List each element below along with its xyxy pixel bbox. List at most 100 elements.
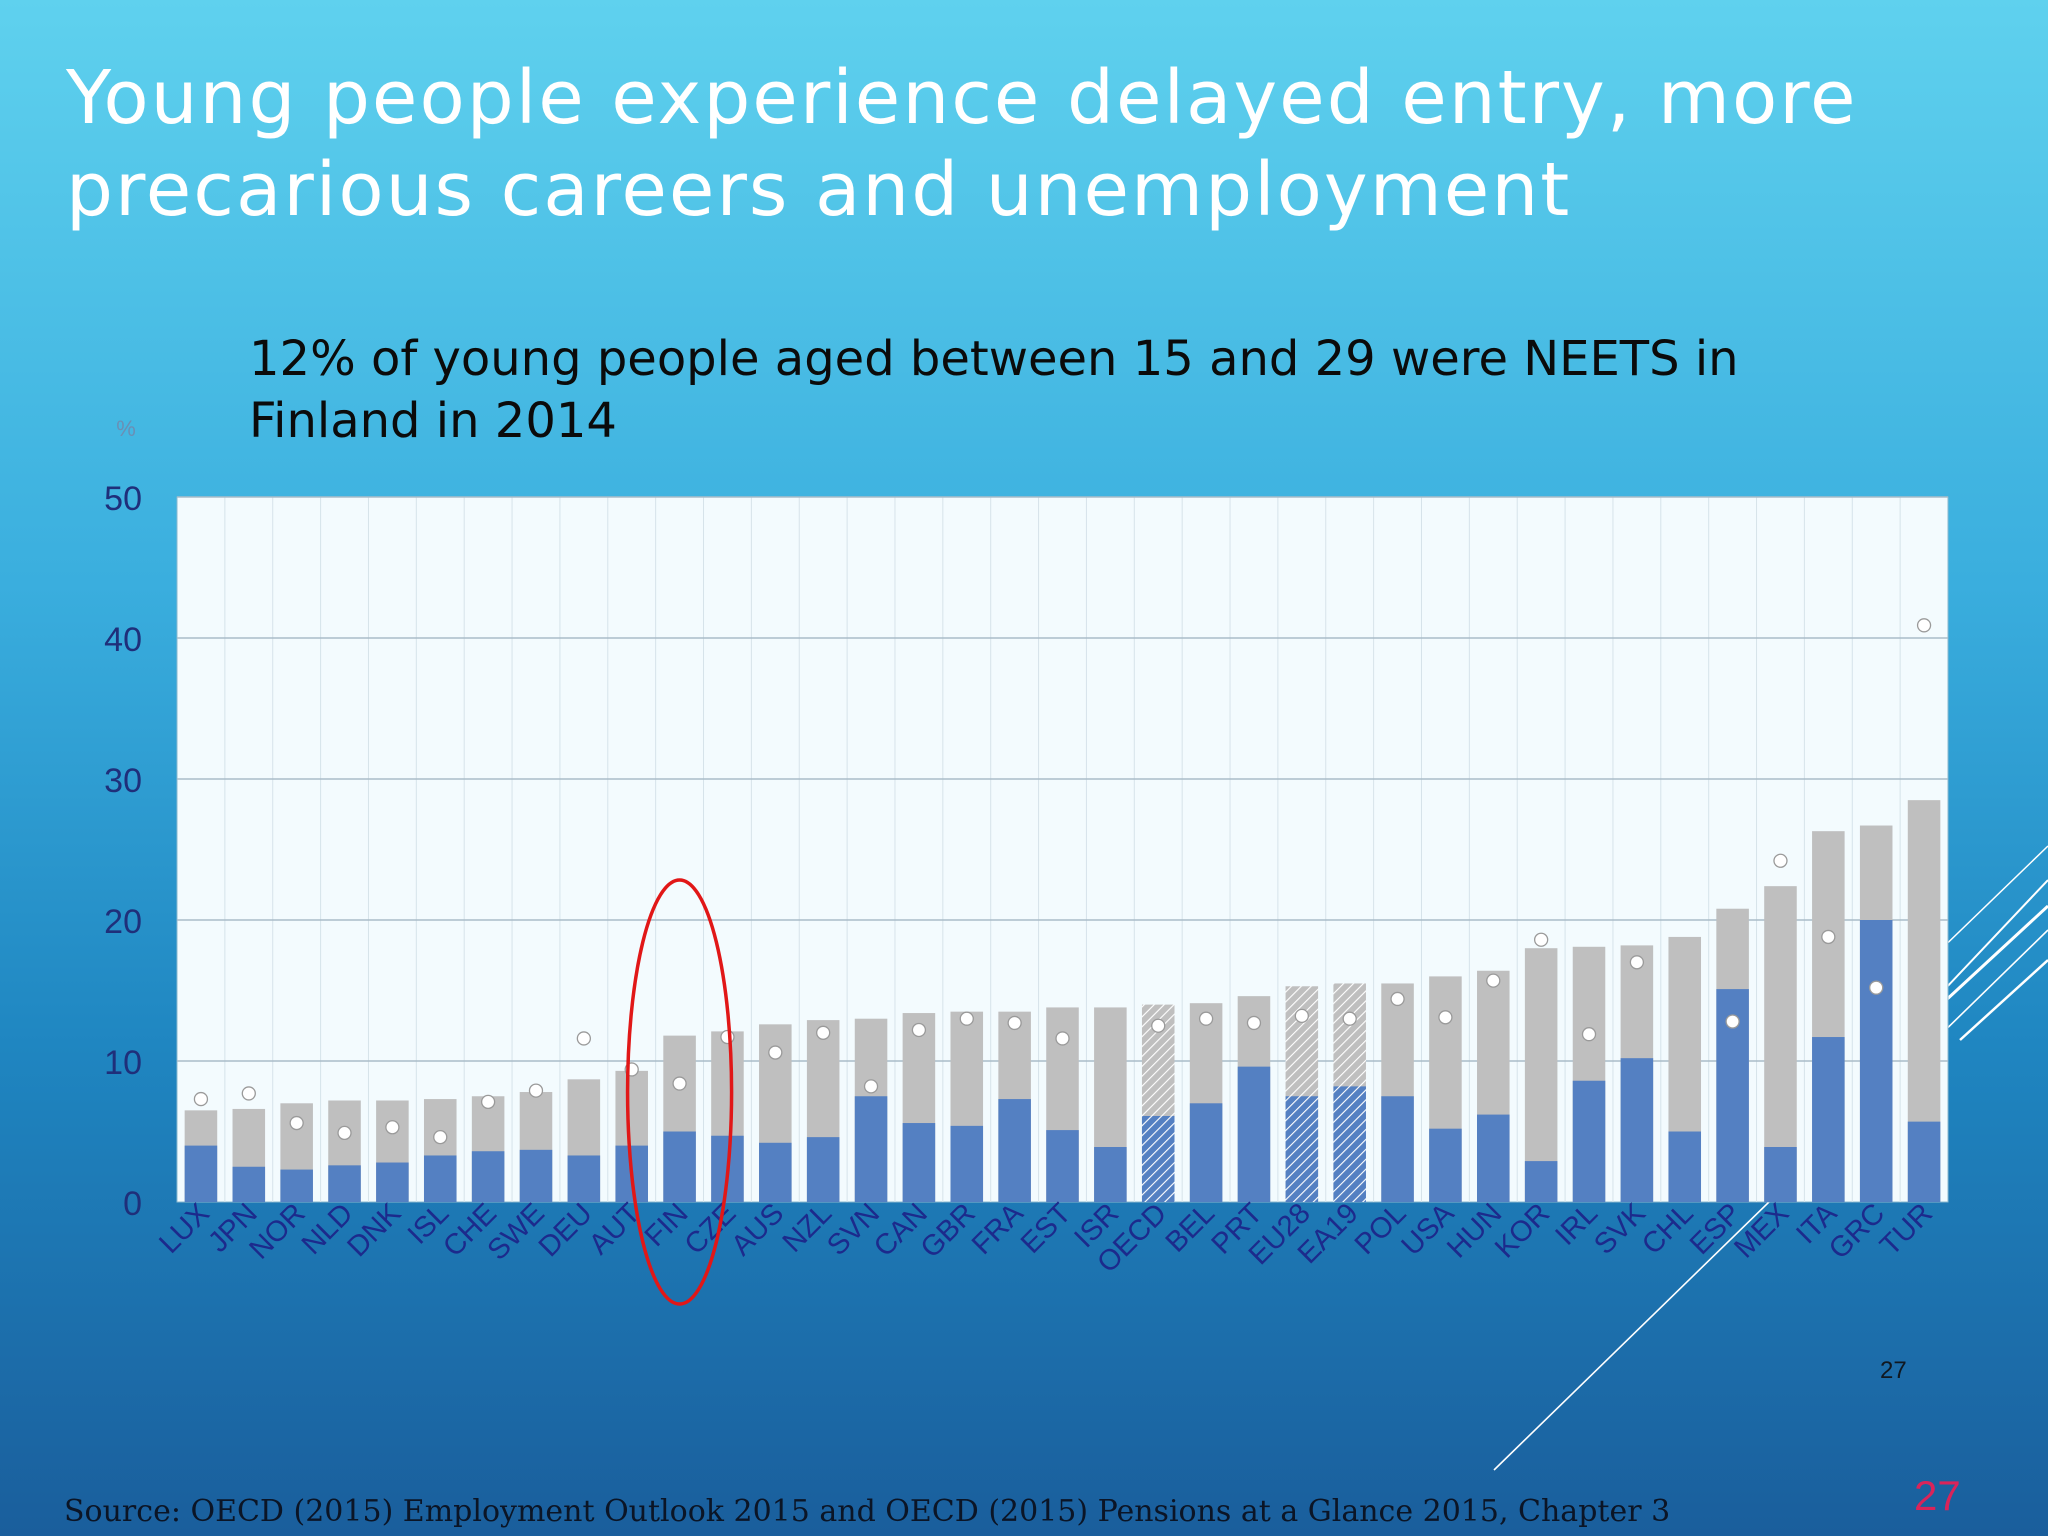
data-point-marker xyxy=(1916,618,1932,633)
data-point-marker xyxy=(1007,1015,1022,1031)
page-number: 27 xyxy=(1914,1472,1961,1519)
x-tick-label: TUR xyxy=(1874,1197,1939,1262)
data-point-marker xyxy=(1869,980,1884,995)
data-point-marker xyxy=(720,1029,735,1045)
x-tick-label: POL xyxy=(1349,1197,1413,1261)
bar-segment-primary xyxy=(1237,1066,1271,1202)
bar-segment-primary xyxy=(232,1166,266,1202)
x-tick-label: DEU xyxy=(533,1197,599,1263)
data-point-marker xyxy=(672,1076,687,1091)
bar-segment-primary xyxy=(902,1123,936,1202)
x-tick-label: CHL xyxy=(1636,1197,1700,1261)
bar-segment-primary xyxy=(1189,1103,1223,1202)
x-tick-label: SVK xyxy=(1588,1197,1652,1261)
bar-segment-primary xyxy=(1907,1121,1941,1202)
x-tick-label: SVN xyxy=(821,1197,886,1262)
page-number-small: 27 xyxy=(1880,1357,1907,1384)
data-point-marker xyxy=(433,1129,448,1145)
data-point-marker xyxy=(480,1094,496,1110)
data-point-marker xyxy=(1246,1015,1262,1031)
data-point-marker xyxy=(1198,1011,1214,1026)
bar-segment-primary xyxy=(1429,1128,1462,1202)
bar-segment-primary xyxy=(806,1137,840,1202)
data-point-marker xyxy=(241,1086,256,1101)
data-point-marker xyxy=(385,1120,400,1135)
bar-segment-primary xyxy=(423,1155,457,1202)
bar-segment-primary xyxy=(1285,1096,1319,1202)
data-point-marker xyxy=(863,1079,879,1094)
data-point-marker xyxy=(1773,853,1788,868)
bar-segment-primary xyxy=(759,1142,792,1202)
x-tick-label: LUX xyxy=(153,1197,216,1260)
x-tick-label: KOR xyxy=(1489,1197,1556,1264)
bar-segment-primary xyxy=(1572,1080,1606,1202)
data-point-marker xyxy=(1533,932,1549,947)
bar-segment-primary xyxy=(1094,1147,1127,1202)
slide-title: Young people experience delayed entry, m… xyxy=(66,52,1966,236)
y-tick-label: 20 xyxy=(104,903,142,941)
data-point-marker xyxy=(1342,1011,1357,1026)
y-tick-label: 10 xyxy=(104,1044,142,1082)
x-tick-label: MEX xyxy=(1728,1197,1795,1264)
slide-title-line1: Young people experience delayed entry, m… xyxy=(66,55,1858,141)
x-tick-label: FRA xyxy=(966,1197,1030,1261)
x-tick-label: NZL xyxy=(777,1197,838,1258)
x-tick-label: EST xyxy=(1015,1197,1078,1260)
x-tick-label: CAN xyxy=(868,1197,934,1263)
bar-segment-primary xyxy=(1764,1147,1797,1202)
data-point-marker xyxy=(337,1125,352,1141)
slide-title-line2: precarious careers and unemployment xyxy=(66,147,1572,233)
bar-segment-primary xyxy=(519,1149,553,1202)
highlight-ellipse xyxy=(625,878,734,1306)
data-point-marker xyxy=(959,1011,974,1026)
data-point-marker xyxy=(1629,955,1645,970)
y-tick-label: 50 xyxy=(104,480,142,518)
bar-segment-primary xyxy=(280,1169,313,1202)
decorative-line xyxy=(1959,959,2048,1041)
data-point-marker xyxy=(289,1115,304,1131)
bar-segment-primary xyxy=(471,1151,505,1202)
data-point-marker xyxy=(576,1031,592,1046)
bar-segment-primary xyxy=(854,1096,888,1202)
x-tick-label: NLD xyxy=(296,1197,360,1261)
bar-segment-primary xyxy=(1859,920,1893,1202)
chart-subtitle-line2: Finland in 2014 xyxy=(249,393,617,449)
bar-segment-primary xyxy=(328,1165,361,1202)
y-tick-label: 0 xyxy=(123,1185,142,1223)
data-point-marker xyxy=(1486,973,1501,988)
bar-segment-primary xyxy=(1524,1161,1558,1202)
bar-segment-primary xyxy=(567,1155,601,1202)
source-note: Source: OECD (2015) Employment Outlook 2… xyxy=(64,1494,1671,1529)
bar-segment-primary xyxy=(1333,1086,1366,1202)
data-point-marker xyxy=(1821,929,1836,945)
bar-segment-primary xyxy=(1381,1096,1414,1202)
decorative-line xyxy=(1929,845,2048,961)
chart-subtitle-line1: 12% of young people aged between 15 and … xyxy=(249,331,1739,387)
data-point-marker xyxy=(1055,1031,1070,1046)
data-point-marker xyxy=(1390,991,1405,1007)
x-tick-label: BEL xyxy=(1160,1197,1221,1258)
data-point-marker xyxy=(1581,1027,1597,1042)
bar-segment-primary xyxy=(184,1145,218,1202)
data-point-marker xyxy=(1438,1010,1453,1025)
bar-segment-primary xyxy=(1141,1115,1175,1202)
bar-segment-primary xyxy=(1668,1131,1702,1202)
data-point-marker xyxy=(1725,1014,1740,1029)
data-point-marker xyxy=(768,1045,783,1060)
data-point-marker xyxy=(528,1083,544,1098)
decorative-line xyxy=(1943,879,2048,991)
data-point-marker xyxy=(193,1091,209,1107)
x-tick-label: HUN xyxy=(1441,1197,1508,1264)
bar-segment-primary xyxy=(1046,1130,1079,1202)
x-tick-label: GBR xyxy=(915,1197,982,1264)
y-tick-label: 40 xyxy=(104,621,142,659)
data-point-marker xyxy=(816,1025,831,1040)
x-tick-label: DNK xyxy=(341,1197,407,1263)
y-axis-label: % xyxy=(116,416,136,441)
bar-segment-secondary xyxy=(1524,948,1558,1202)
bar-segment-primary xyxy=(1620,1058,1654,1202)
data-point-marker xyxy=(1294,1008,1309,1024)
bar-segment-primary xyxy=(1477,1114,1510,1202)
bar-segment-primary xyxy=(1812,1037,1845,1202)
